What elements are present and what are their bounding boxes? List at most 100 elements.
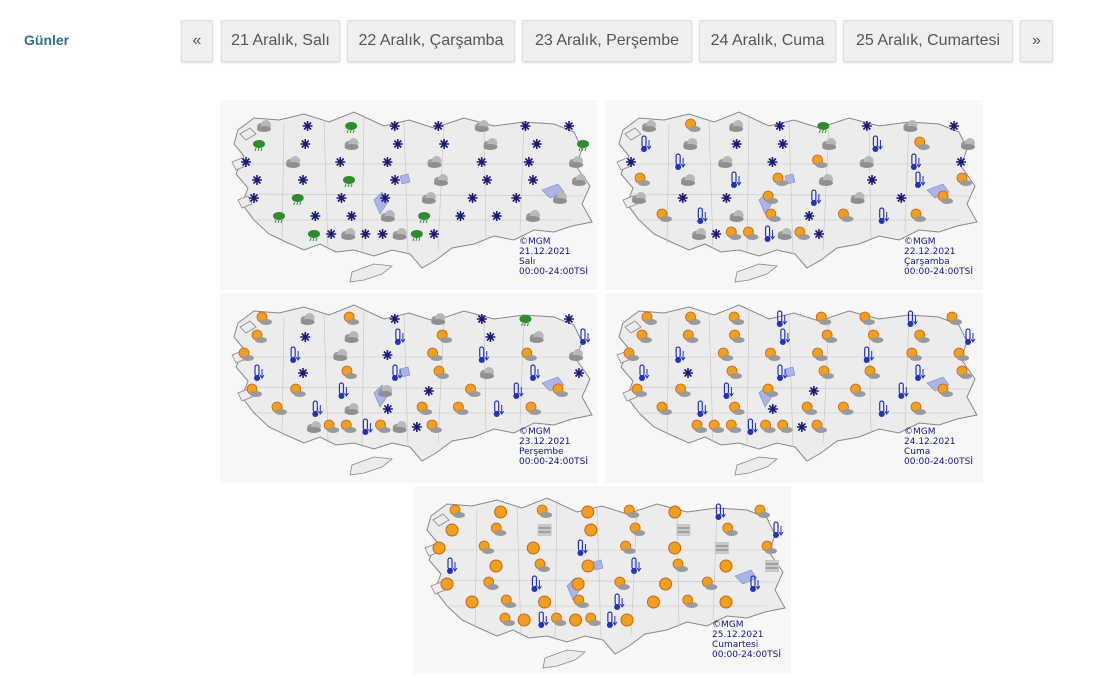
thermo-cold-icon (394, 328, 406, 345)
snow-icon (241, 157, 251, 167)
sun-cloud-icon (914, 136, 930, 150)
sun-cloud-icon (427, 347, 443, 361)
thermo-cold-icon (675, 153, 686, 170)
sun-cloud-icon (956, 172, 972, 186)
tab-day-23[interactable]: 23 Aralık, Perşembe (522, 20, 692, 62)
weather-map-22[interactable]: ©MGM 22.12.2021 Çarşamba 00:00-24:00TSİ (605, 100, 983, 290)
weather-map-25[interactable]: ©MGM 25.12.2021 Cumartesi 00:00-24:00TSİ (413, 486, 791, 674)
fog-icon (765, 560, 779, 572)
sun-cloud-icon (656, 401, 672, 415)
sun-cloud-icon (953, 347, 969, 361)
map-time: 00:00-24:00TSİ (904, 457, 973, 467)
cloud-icon (822, 138, 837, 150)
map-time: 00:00-24:00TSİ (712, 650, 781, 660)
snow-icon (949, 121, 959, 131)
thermo-cold-icon (863, 346, 875, 363)
thermo-cold-icon (773, 521, 784, 538)
sun-cloud-icon (246, 383, 262, 397)
cyprus-outline (349, 263, 394, 283)
sun-cloud-icon (812, 347, 828, 361)
sun-cloud-icon (483, 576, 499, 590)
sun-icon (620, 613, 634, 627)
map-day: Perşembe (519, 447, 564, 457)
cloud-icon (257, 120, 271, 132)
thermo-cold-icon (641, 135, 652, 152)
sun-cloud-icon (465, 383, 481, 397)
thermo-cold-icon (447, 557, 458, 574)
map-date: 22.12.2021 (904, 247, 956, 257)
tab-day-21[interactable]: 21 Aralık, Salı (221, 20, 340, 62)
snow-icon (767, 404, 778, 414)
sun-cloud-icon (777, 419, 793, 433)
thermo-cold-icon (747, 418, 758, 435)
map-day: Cuma (904, 447, 931, 457)
thermo-cold-icon (631, 557, 642, 574)
sun-cloud-icon (685, 311, 701, 325)
thermo-cold-icon (907, 310, 918, 327)
sun-cloud-icon (838, 401, 854, 415)
thermo-cold-icon (362, 418, 373, 435)
thermo-cold-icon (750, 575, 761, 592)
tab-day-24[interactable]: 24 Aralık, Cuma (699, 20, 836, 62)
snow-icon (310, 211, 321, 221)
cloud-icon (632, 192, 646, 204)
sun-cloud-icon (426, 419, 442, 433)
cloud-icon (903, 120, 918, 132)
sun-cloud-icon (956, 365, 972, 379)
cloud-rain-icon (343, 176, 355, 188)
sun-cloud-icon (256, 311, 272, 325)
cloud-icon (431, 313, 446, 325)
turkey-map (424, 497, 786, 669)
snow-icon (411, 422, 422, 432)
snow-icon (300, 139, 311, 149)
thermo-cold-icon (577, 539, 588, 556)
map-caption: ©MGM 22.12.2021 Çarşamba 00:00-24:00TSİ (904, 237, 973, 277)
thermo-cold-icon (675, 346, 686, 363)
thermo-cold-icon (776, 310, 788, 327)
sun-cloud-icon (534, 558, 550, 572)
sun-icon (646, 595, 660, 609)
weather-map-21[interactable]: ©MGM 21.12.2021 Salı 00:00-24:00TSİ (220, 100, 598, 290)
sun-cloud-icon (521, 347, 537, 361)
weather-map-24[interactable]: ©MGM 24.12.2021 Cuma 00:00-24:00TSİ (605, 293, 983, 483)
snow-icon (298, 368, 308, 378)
thermo-cold-icon (915, 364, 926, 381)
snow-icon (626, 157, 636, 167)
snow-icon (380, 193, 391, 203)
weather-map-23[interactable]: ©MGM 23.12.2021 Perşembe 00:00-24:00TSİ (220, 293, 598, 483)
cloud-icon (569, 349, 583, 361)
tab-day-22[interactable]: 22 Aralık, Çarşamba (347, 20, 515, 62)
sun-cloud-icon (701, 576, 718, 590)
snow-icon (433, 121, 444, 131)
thermo-cold-icon (878, 400, 890, 417)
prev-day-button[interactable]: « (181, 20, 213, 62)
turkey-outline (233, 304, 593, 462)
next-day-button[interactable]: » (1020, 20, 1053, 62)
tab-day-25[interactable]: 25 Aralık, Cumartesi (843, 20, 1013, 62)
thermo-cold-icon (530, 364, 541, 381)
map-date: 25.12.2021 (712, 630, 764, 640)
sun-cloud-icon (801, 401, 818, 415)
cloud-icon (642, 120, 656, 132)
sun-cloud-icon (691, 419, 707, 433)
sun-cloud-icon (343, 311, 360, 325)
sun-cloud-icon (946, 311, 962, 325)
thermo-cold-icon (614, 593, 625, 610)
sun-icon (489, 559, 503, 573)
sun-cloud-icon (500, 594, 517, 608)
sun-cloud-icon (725, 419, 742, 433)
snow-icon (528, 175, 538, 185)
sun-icon (719, 559, 733, 573)
sun-cloud-icon (726, 365, 742, 379)
thermo-cold-icon (312, 400, 323, 417)
thermo-cold-icon (965, 328, 976, 345)
map-day: Cumartesi (712, 640, 759, 650)
turkey-outline (426, 497, 786, 655)
cloud-icon (474, 120, 489, 132)
map-date: 21.12.2021 (519, 247, 571, 257)
sun-cloud-icon (682, 594, 698, 608)
snow-icon (326, 229, 337, 239)
cloud-icon (729, 120, 744, 132)
sun-cloud-icon (453, 401, 469, 415)
snow-icon (389, 314, 400, 324)
